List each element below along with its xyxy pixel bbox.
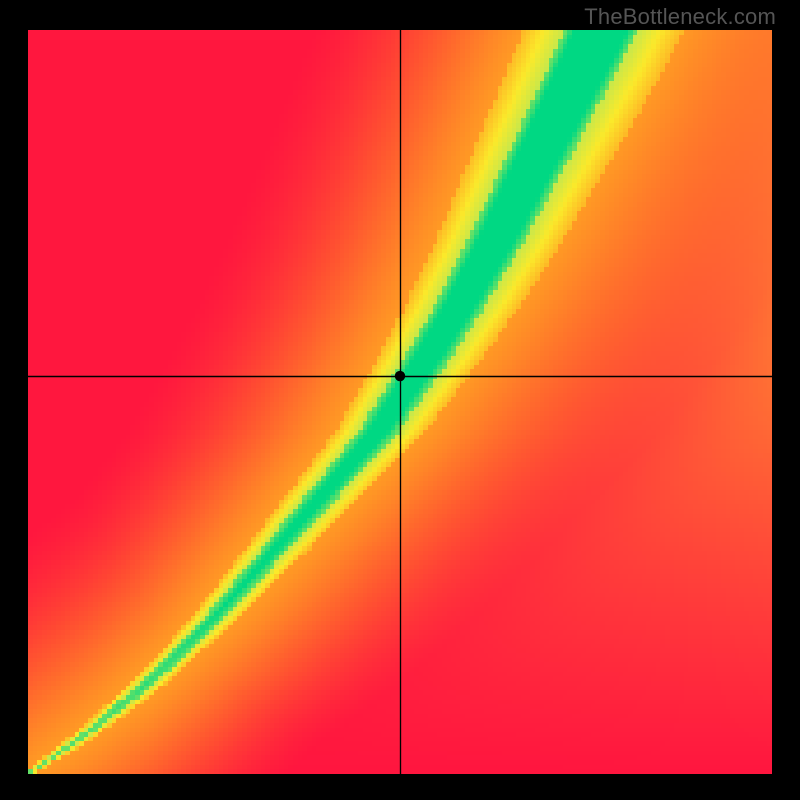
chart-container: TheBottleneck.com [0, 0, 800, 800]
bottleneck-heatmap [28, 30, 772, 774]
watermark-text: TheBottleneck.com [584, 4, 776, 30]
